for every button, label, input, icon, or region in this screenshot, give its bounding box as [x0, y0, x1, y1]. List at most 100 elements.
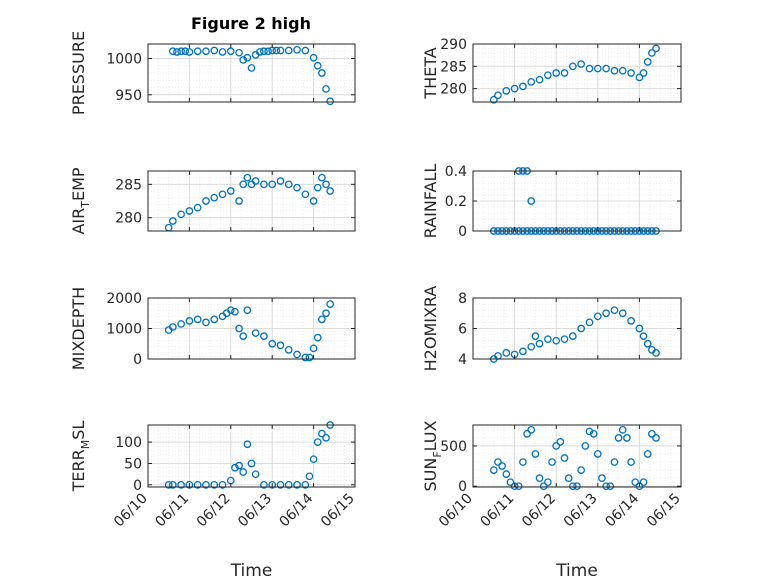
axes-h2omixra[interactable]: 4 6 8 H2OMIXRA — [421, 286, 682, 372]
data-point — [510, 84, 519, 93]
axes-terrmsl[interactable]: 0 50 100 06/10 06/11 06/12 06/13 06/14 06/15 Time… — [69, 421, 358, 581]
data-point — [568, 62, 577, 71]
axes-box — [472, 424, 682, 488]
data-point — [318, 173, 326, 182]
data-point — [643, 339, 652, 348]
data-point — [519, 82, 527, 91]
x-tick-label: 06/15 — [318, 491, 358, 531]
x-tick-label: 06/10 — [436, 491, 476, 531]
data-point — [268, 339, 277, 348]
y-tick-label: 0 — [458, 479, 467, 495]
data-point — [293, 350, 301, 359]
data-point — [589, 430, 598, 438]
data-point — [239, 332, 248, 340]
data-point — [168, 47, 177, 56]
data-point — [284, 180, 293, 189]
x-axis-label: Time — [230, 561, 273, 581]
data-point — [276, 481, 285, 489]
data-point — [514, 482, 523, 491]
data-point — [301, 353, 310, 362]
data-point — [602, 309, 610, 318]
data-point — [618, 309, 627, 318]
data-point — [243, 173, 252, 182]
data-point — [260, 180, 268, 189]
data-point — [235, 197, 243, 205]
data-point — [573, 482, 581, 491]
y-tick-label: 285 — [440, 59, 467, 75]
data-point — [284, 46, 293, 55]
data-point — [243, 440, 252, 449]
data-point — [510, 482, 519, 491]
axes-sunflux[interactable]: 0 500 06/10 06/11 06/12 06/13 06/14 06/15 Time SU… — [421, 420, 684, 581]
data-point — [193, 481, 202, 489]
x-tick-label: 06/13 — [235, 491, 275, 531]
data-point — [564, 474, 573, 482]
data-point — [322, 433, 330, 442]
data-point — [272, 46, 281, 55]
data-point — [177, 210, 185, 219]
data-point — [539, 482, 548, 491]
data-point — [235, 461, 243, 470]
data-point — [268, 180, 277, 189]
data-point — [648, 430, 656, 438]
data-point — [527, 342, 536, 351]
data-point — [635, 73, 644, 82]
data-point — [284, 345, 293, 354]
axes-rainfall[interactable]: 0 0.2 0.4 RAINFALL — [421, 164, 682, 240]
data-point — [164, 481, 173, 489]
data-point — [618, 66, 627, 75]
data-point — [502, 470, 511, 478]
data-point — [202, 318, 210, 327]
data-point — [318, 429, 326, 438]
y-tick-label: 4 — [458, 352, 467, 368]
data-point — [610, 306, 619, 315]
data-point — [305, 472, 314, 481]
axes-box — [147, 170, 356, 232]
data-point — [519, 347, 527, 356]
data-point — [598, 474, 606, 482]
data-point — [202, 481, 210, 489]
data-point — [313, 438, 322, 446]
data-point — [523, 430, 531, 438]
data-point — [168, 481, 177, 489]
data-point — [548, 458, 556, 466]
axes-mixdepth[interactable]: 0 1000 2000 MIXDEPTH — [69, 287, 356, 370]
data-point — [243, 53, 252, 62]
data-point — [627, 69, 635, 77]
data-point — [318, 315, 326, 324]
data-point — [276, 177, 285, 185]
data-point — [552, 336, 561, 345]
data-point — [544, 71, 552, 80]
data-point — [552, 442, 561, 450]
data-point — [185, 48, 194, 56]
data-point — [309, 344, 318, 353]
data-point — [535, 339, 544, 348]
data-point — [544, 478, 552, 487]
data-point — [585, 64, 594, 73]
axes-pressure[interactable]: 950 1000 PRESSURE — [69, 31, 356, 115]
data-point — [614, 434, 623, 442]
data-point — [326, 300, 335, 308]
x-tick-label: 06/12 — [519, 491, 559, 531]
data-point — [260, 332, 268, 340]
data-point — [577, 60, 586, 68]
data-point — [635, 482, 644, 491]
data-point — [193, 203, 202, 212]
y-tick-label: 285 — [115, 177, 142, 193]
data-point — [610, 458, 619, 466]
y-tick-label: 280 — [440, 82, 467, 98]
data-point — [313, 333, 322, 342]
figure-title: Figure 2 high — [191, 14, 311, 33]
data-point — [623, 434, 631, 442]
y-axis-label: AIRTEMP — [69, 167, 92, 234]
data-point — [577, 324, 586, 333]
data-point — [556, 438, 565, 446]
data-point — [235, 48, 243, 57]
data-point — [326, 97, 335, 106]
data-point — [210, 315, 219, 324]
data-point — [239, 180, 248, 189]
data-point — [251, 470, 260, 479]
data-point — [489, 95, 498, 104]
axes-airtemp[interactable]: 280 285 AIRTEMP — [69, 167, 356, 235]
